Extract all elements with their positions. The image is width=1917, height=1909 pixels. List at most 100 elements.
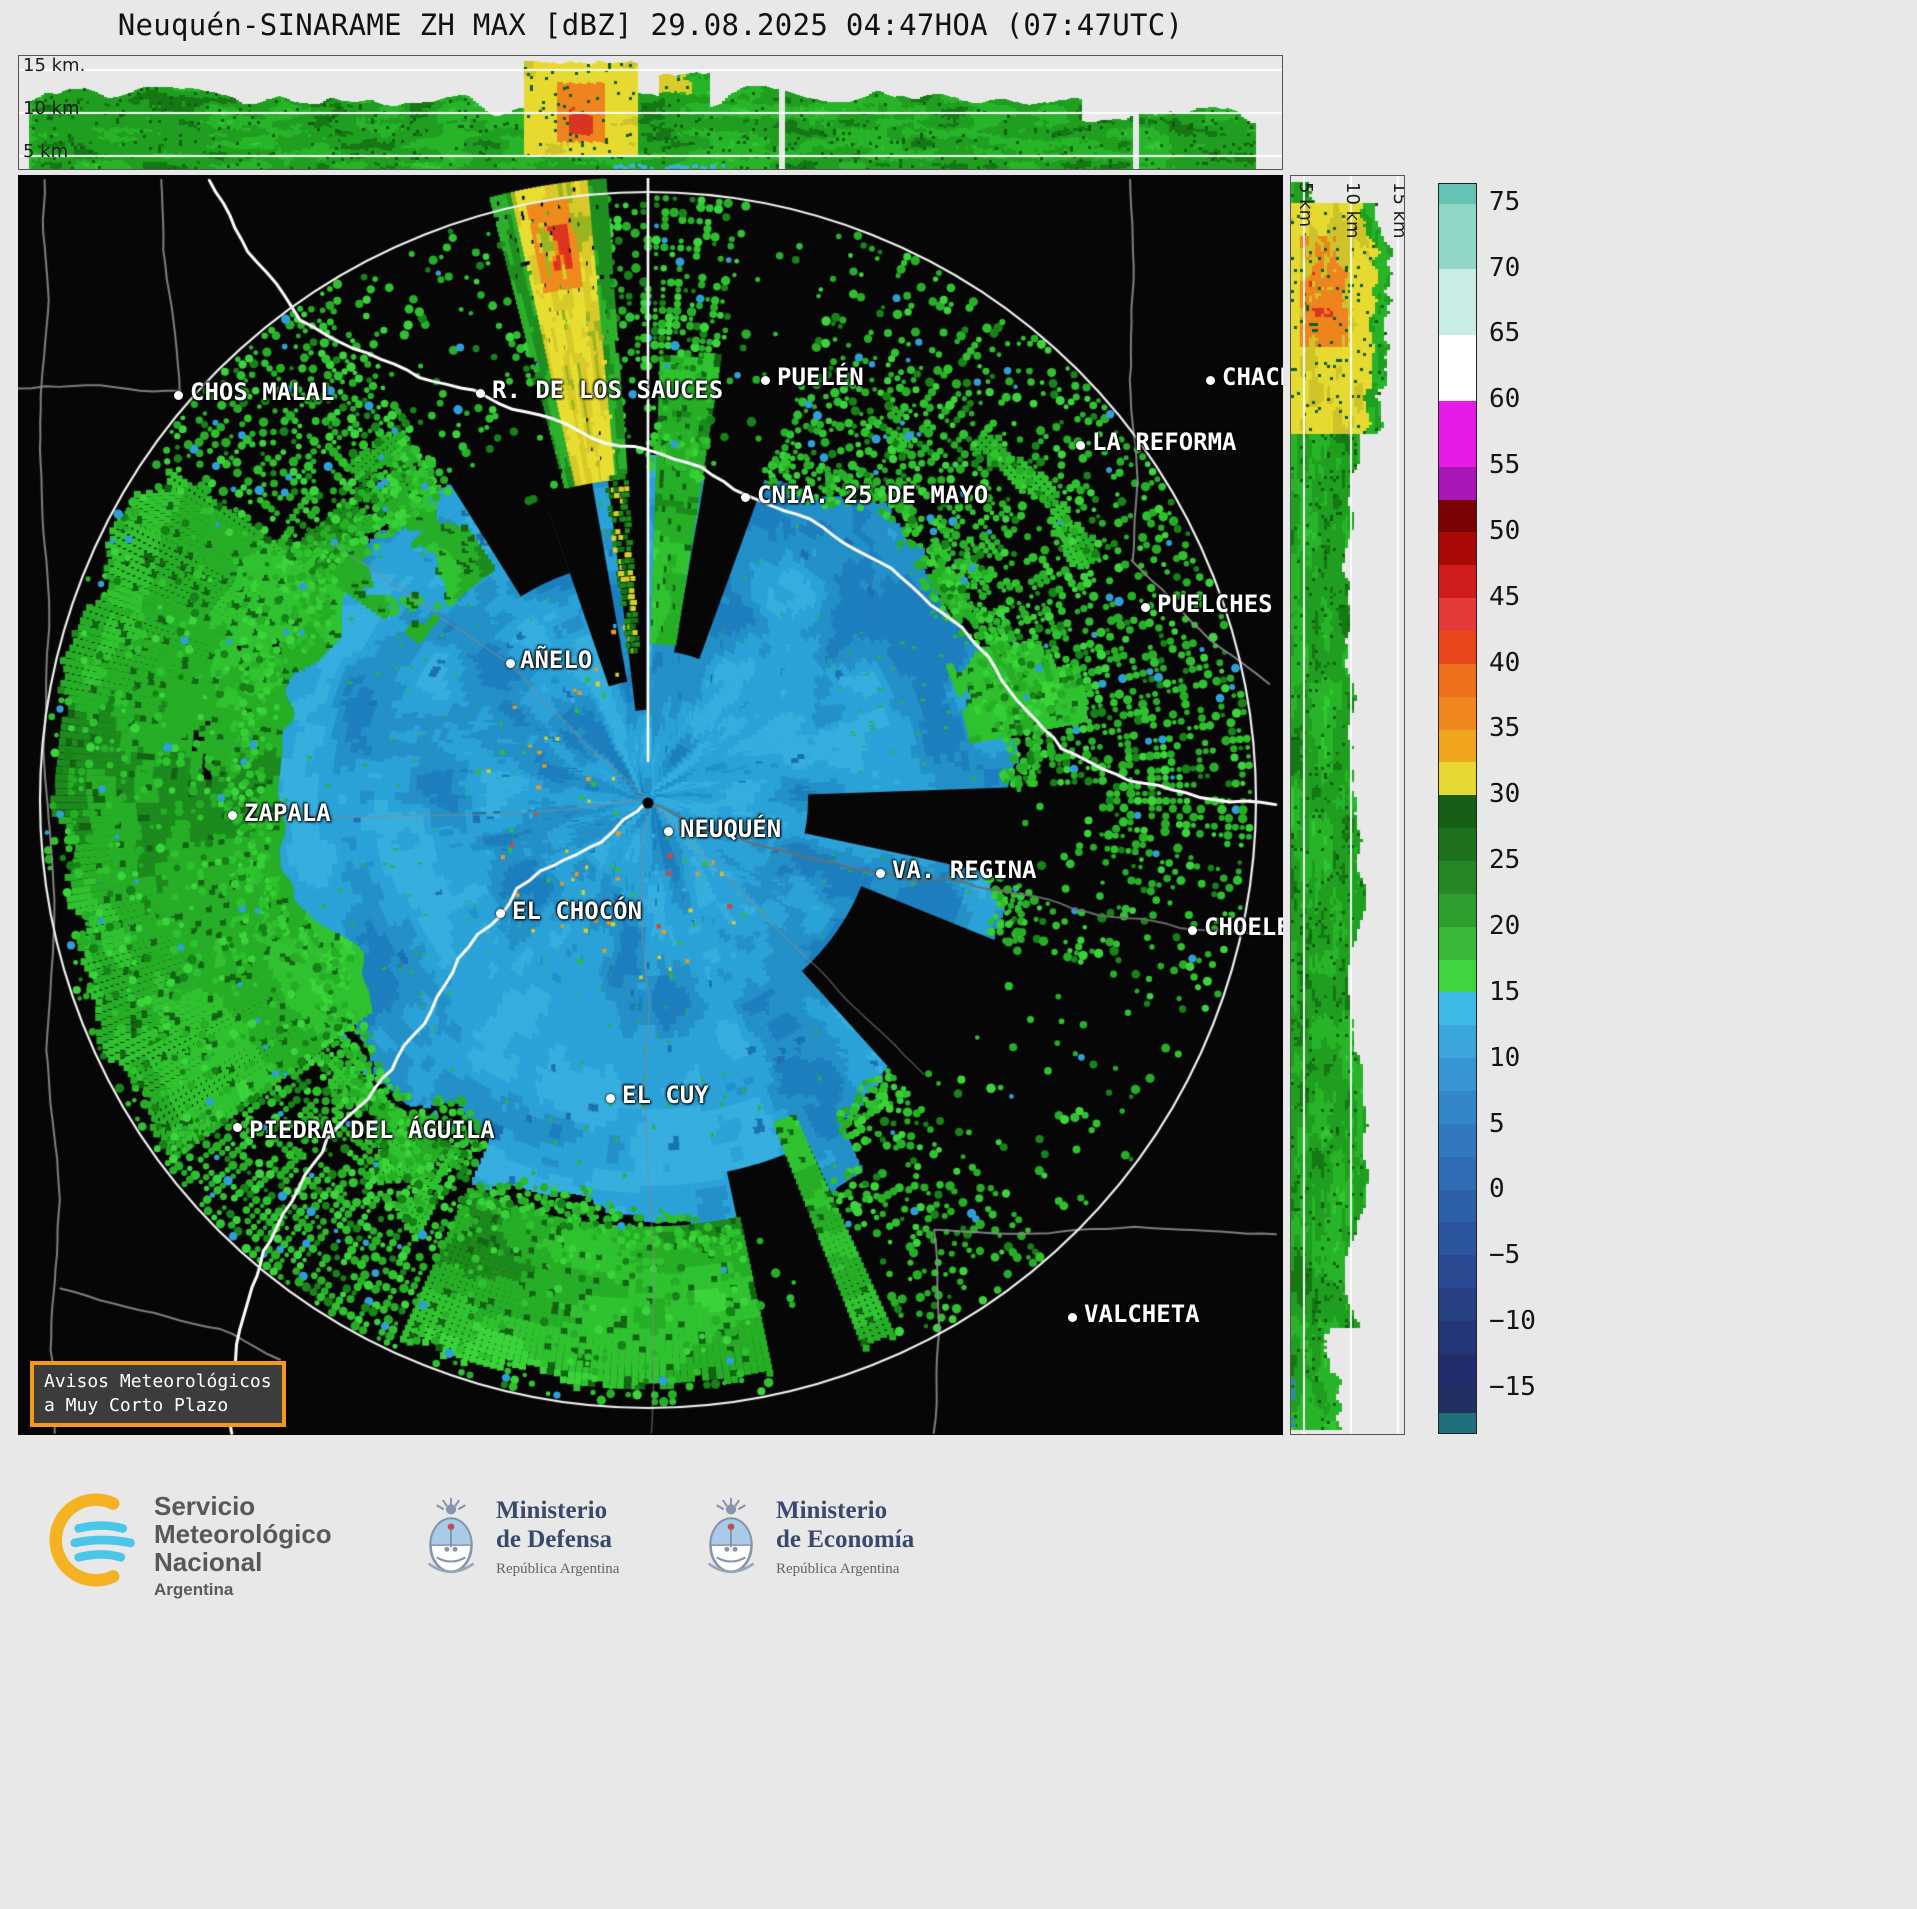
xsect-top-canvas: [19, 56, 1282, 169]
colorbar-segment: [1439, 1255, 1476, 1289]
smn-country: Argentina: [154, 1580, 234, 1599]
colorbar-segment: [1439, 795, 1476, 829]
city-dot: [1188, 926, 1197, 935]
colorbar-segment: [1439, 532, 1476, 566]
coat-of-arms-icon: [707, 1498, 755, 1574]
colorbar-segment: [1439, 1288, 1476, 1322]
colorbar-tick-label: −10: [1489, 1306, 1536, 1337]
economia-line-1: Ministerio: [776, 1497, 888, 1524]
notice-box[interactable]: Avisos Meteorológicos a Muy Corto Plazo: [30, 1361, 286, 1427]
xsect-top-panel: 15 km. 10 km 5 km: [18, 55, 1283, 170]
notice-line-2: a Muy Corto Plazo: [44, 1395, 229, 1416]
city-label: PIEDRA DEL ÁGUILA: [249, 1116, 495, 1144]
notice-line-1: Avisos Meteorológicos: [44, 1371, 272, 1392]
colorbar-tick-label: 0: [1489, 1174, 1505, 1205]
radar-canvas: [18, 175, 1283, 1435]
defensa-line-1: Ministerio: [496, 1497, 608, 1524]
colorbar-segment: [1439, 926, 1476, 960]
city-dot: [233, 1123, 242, 1132]
colorbar-tick-label: 75: [1489, 186, 1521, 217]
altitude-label-10km-v: 10 km: [1342, 182, 1363, 239]
colorbar-segment: [1439, 184, 1476, 204]
altitude-label-15km: 15 km.: [23, 55, 86, 76]
smn-line-2: Meteorológico: [154, 1519, 332, 1549]
city-label: LA REFORMA: [1092, 428, 1237, 456]
city-label: CHACH: [1222, 363, 1283, 391]
colorbar-segment: [1439, 663, 1476, 697]
colorbar-segment: [1439, 861, 1476, 894]
colorbar-tick-label: 50: [1489, 515, 1521, 546]
colorbar-tick-label: 60: [1489, 384, 1521, 415]
city-dot: [1076, 441, 1085, 450]
colorbar-segment: [1439, 1321, 1476, 1354]
altitude-label-5km-v: 5 km: [1295, 182, 1316, 228]
city-dot: [664, 827, 673, 836]
economia-line-2: de Economía: [776, 1526, 915, 1553]
colorbar-tick-label: 25: [1489, 845, 1521, 876]
economia-line-3: República Argentina: [776, 1561, 900, 1577]
defensa-wordmark: Ministerio de Defensa República Argentin…: [496, 1496, 619, 1578]
colorbar-tick-label: −15: [1489, 1371, 1536, 1402]
colorbar-segment: [1439, 1222, 1476, 1256]
smn-brand: Servicio Meteorológico Nacional Argentin…: [46, 1492, 332, 1600]
defensa-line-3: República Argentina: [496, 1561, 620, 1577]
city-dot: [876, 869, 885, 878]
city-label: EL CUY: [622, 1081, 709, 1109]
city-dot: [606, 1094, 615, 1103]
colorbar-segment: [1439, 1189, 1476, 1223]
colorbar-tick-label: 45: [1489, 581, 1521, 612]
city-dot: [1141, 603, 1150, 612]
city-dot: [496, 909, 505, 918]
economia-wordmark: Ministerio de Economía República Argenti…: [776, 1496, 914, 1578]
city-label: CHOELE: [1204, 913, 1283, 941]
colorbar-tick-label: −5: [1489, 1240, 1521, 1271]
colorbar-tick-label: 15: [1489, 976, 1521, 1007]
smn-logo-icon: [49, 1493, 135, 1587]
defensa-brand: Ministerio de Defensa República Argentin…: [420, 1496, 619, 1582]
city-label: PUELCHES: [1157, 590, 1273, 618]
colorbar-segment: [1439, 269, 1476, 336]
colorbar-segment: [1439, 598, 1476, 632]
economia-brand: Ministerio de Economía República Argenti…: [700, 1496, 914, 1582]
colorbar-segment: [1439, 1353, 1476, 1387]
city-dot: [174, 391, 183, 400]
radar-panel: CHOS MALAL R. DE LOS SAUCES PUELÉN CHACH LA …: [18, 175, 1283, 1435]
city-label: R. DE LOS SAUCES: [492, 376, 724, 404]
colorbar-tick-label: 70: [1489, 252, 1521, 283]
colorbar-segment: [1439, 203, 1476, 270]
colorbar-segment: [1439, 565, 1476, 599]
xsect-right-panel: 5 km 10 km 15 km: [1290, 175, 1405, 1435]
city-label: CNIA. 25 DE MAYO: [757, 481, 989, 509]
city-label: ZAPALA: [244, 799, 331, 827]
colorbar-tick-label: 30: [1489, 779, 1521, 810]
colorbar-segment: [1439, 1058, 1476, 1092]
colorbar-segment: [1439, 992, 1476, 1026]
altitude-label-15km-v: 15 km: [1389, 182, 1405, 239]
city-label: VALCHETA: [1084, 1300, 1200, 1328]
colorbar-segment: [1439, 466, 1476, 500]
colorbar-segment: [1439, 1156, 1476, 1190]
colorbar-segment: [1439, 1025, 1476, 1059]
footer: Servicio Meteorológico Nacional Argentin…: [0, 1460, 1917, 1660]
city-dot: [228, 811, 237, 820]
city-layer: CHOS MALAL R. DE LOS SAUCES PUELÉN CHACH LA …: [18, 175, 1283, 1435]
defensa-line-2: de Defensa: [496, 1526, 612, 1553]
colorbar-segment: [1439, 1413, 1476, 1433]
colorbar-segment: [1439, 828, 1476, 862]
smn-wordmark: Servicio Meteorológico Nacional Argentin…: [154, 1492, 332, 1600]
city-dot: [476, 389, 485, 398]
city-label: EL CHOCÓN: [512, 897, 643, 925]
colorbar-tick-label: 55: [1489, 450, 1521, 481]
colorbar-tick-label: 40: [1489, 647, 1521, 678]
colorbar-segment: [1439, 1386, 1476, 1414]
colorbar-tick-label: 20: [1489, 911, 1521, 942]
city-label: NEUQUÉN: [680, 815, 782, 843]
colorbar-segment: [1439, 1091, 1476, 1124]
city-dot: [1068, 1313, 1077, 1322]
city-dot: [741, 493, 750, 502]
colorbar-segment: [1439, 1123, 1476, 1157]
city-dot: [1206, 376, 1215, 385]
colorbar: [1438, 183, 1477, 1434]
colorbar-tick-label: 35: [1489, 713, 1521, 744]
